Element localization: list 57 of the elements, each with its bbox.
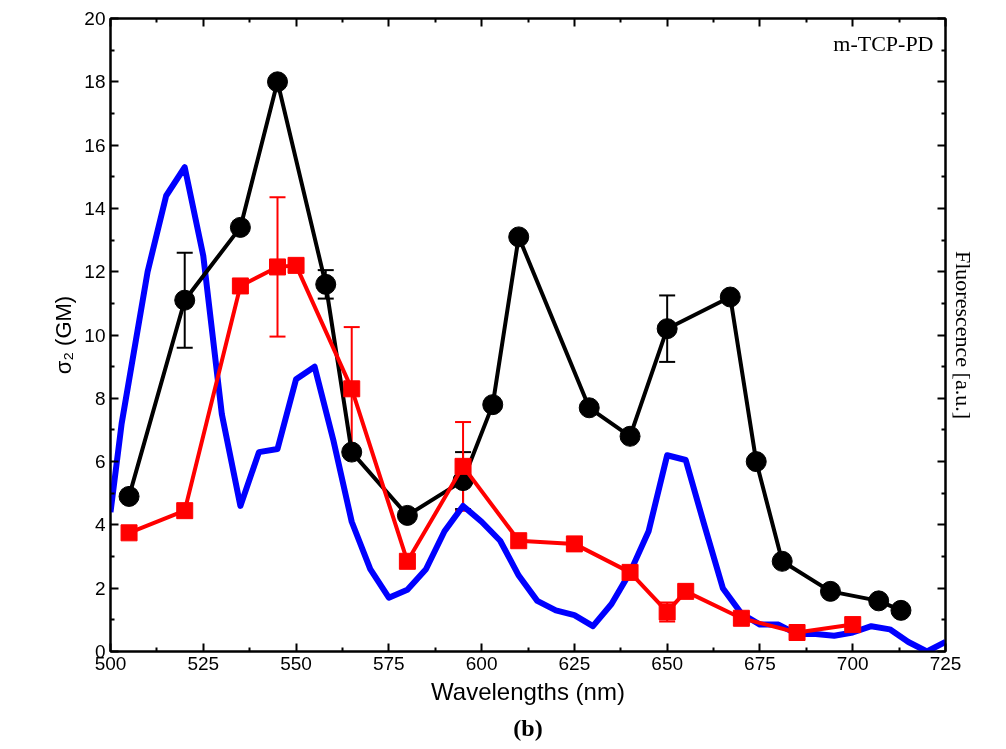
point	[732, 609, 750, 627]
point	[890, 599, 912, 621]
point	[229, 216, 251, 238]
point	[578, 397, 600, 419]
y-tick-label: 16	[84, 134, 106, 156]
x-axis-title: Wavelengths (nm)	[431, 677, 625, 705]
point	[287, 256, 305, 274]
y-tick-label: 4	[94, 514, 106, 536]
y2-axis-title: Fluorescence [a.u.]	[950, 251, 976, 419]
point	[771, 550, 793, 572]
point	[508, 226, 530, 248]
point	[819, 580, 841, 602]
y-tick-label: 12	[84, 261, 106, 283]
point	[120, 524, 138, 542]
x-tick-label: 675	[744, 652, 776, 674]
point	[844, 616, 862, 634]
annotation: m-TCP-PD	[833, 30, 934, 56]
point	[267, 71, 288, 93]
point	[341, 441, 363, 463]
point	[315, 273, 337, 295]
x-tick-label: 525	[187, 652, 220, 674]
point	[677, 582, 695, 600]
x-tick-label: 700	[836, 652, 869, 674]
point	[174, 289, 196, 311]
point	[118, 485, 140, 507]
point	[454, 457, 472, 475]
point	[343, 380, 361, 398]
point	[269, 258, 286, 276]
point	[868, 590, 890, 612]
point	[745, 451, 767, 473]
point	[719, 286, 741, 308]
point	[398, 552, 416, 570]
point	[396, 504, 418, 526]
x-tick-label: 575	[372, 652, 405, 674]
point	[482, 394, 504, 416]
y-tick-label: 8	[94, 387, 106, 409]
point	[510, 532, 528, 550]
point	[656, 318, 678, 340]
y-axis-title: σ₂ (GM)	[51, 295, 77, 375]
x-tick-label: 650	[651, 652, 684, 674]
point	[621, 563, 639, 581]
y-tick-label: 10	[84, 324, 106, 346]
point	[619, 425, 641, 447]
x-tick-label: 550	[280, 652, 312, 674]
point	[565, 535, 583, 553]
y-tick-label: 6	[94, 451, 106, 473]
point	[231, 277, 249, 295]
y-tick-label: 14	[84, 197, 106, 219]
y-tick-label: 18	[84, 71, 106, 93]
text: (b)	[513, 714, 543, 741]
y-tick-label: 2	[94, 577, 106, 599]
point	[788, 624, 806, 642]
y-tick-label: 20	[84, 8, 106, 29]
x-tick-label: 625	[558, 652, 591, 674]
x-tick-label: 600	[465, 652, 498, 674]
x-tick-label: 725	[929, 652, 962, 674]
point	[176, 502, 194, 520]
